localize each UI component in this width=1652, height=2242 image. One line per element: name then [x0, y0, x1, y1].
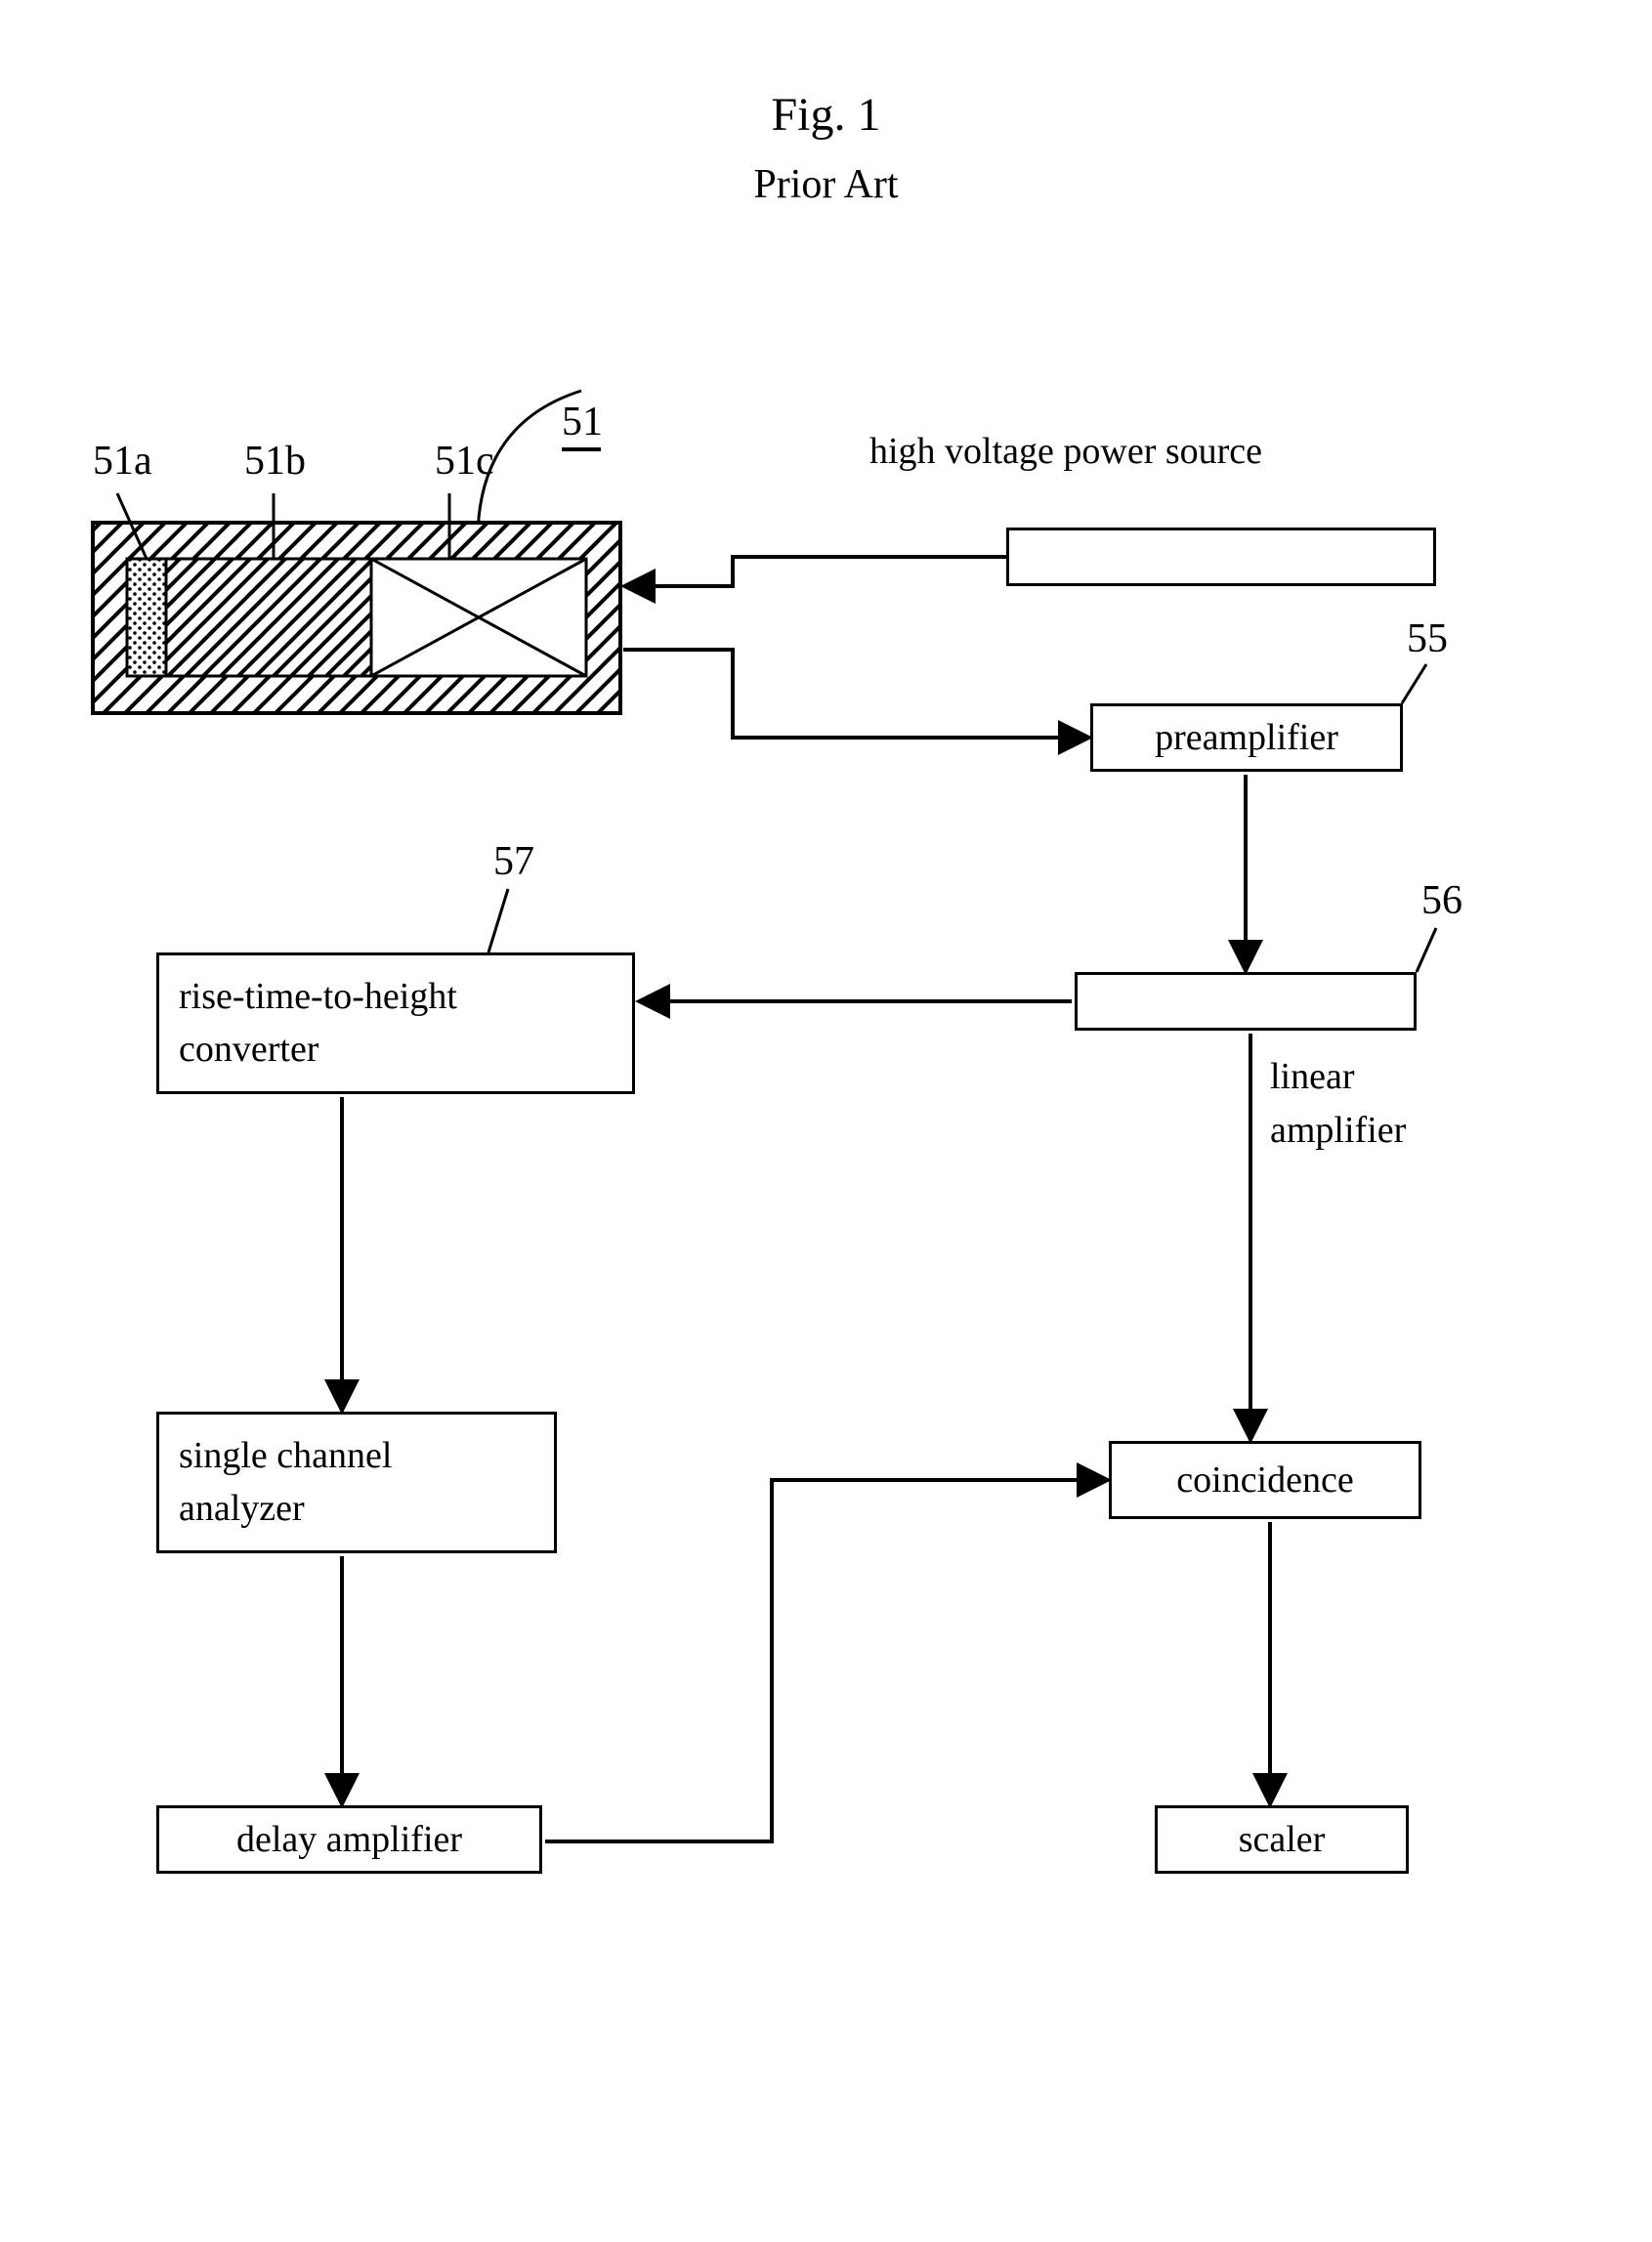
block-sca: single channel analyzer: [156, 1412, 557, 1553]
ref-51c: 51c: [435, 438, 494, 485]
label-linamp: linear amplifier: [1270, 1050, 1406, 1158]
label-hv: high voltage power source: [869, 430, 1262, 473]
block-preamp: preamplifier: [1090, 703, 1403, 772]
leader-lines: [117, 391, 1436, 972]
ref-56: 56: [1421, 877, 1462, 924]
figure-subtitle: Prior Art: [0, 161, 1652, 208]
block-linamp: [1075, 972, 1417, 1031]
block-hv: [1006, 528, 1436, 586]
block-rthc: rise-time-to-height converter: [156, 952, 635, 1094]
detector-assembly: [93, 523, 620, 713]
block-delay: delay amplifier: [156, 1805, 542, 1874]
ref-55: 55: [1407, 615, 1448, 662]
ref-51: 51: [562, 352, 603, 498]
figure-title: Fig. 1: [0, 88, 1652, 142]
block-scaler: scaler: [1155, 1805, 1409, 1874]
ref-51a: 51a: [93, 438, 152, 485]
ref-51b: 51b: [244, 438, 306, 485]
block-coinc: coincidence: [1109, 1441, 1421, 1519]
ref-57: 57: [493, 838, 534, 885]
